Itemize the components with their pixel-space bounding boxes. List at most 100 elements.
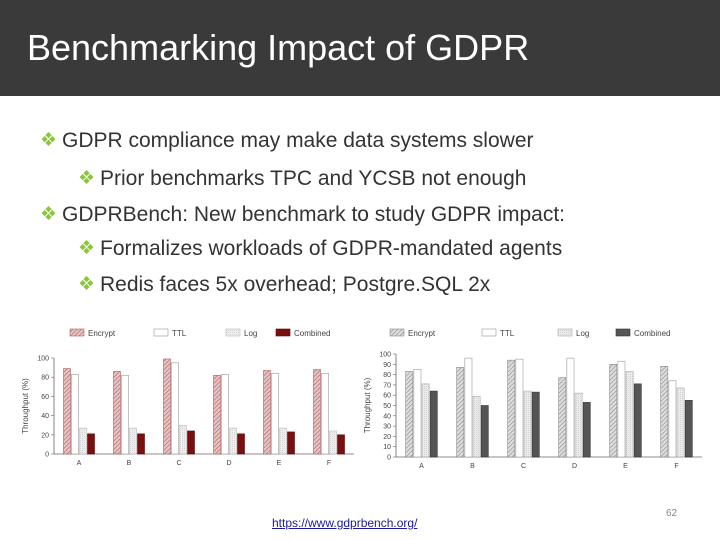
y-tick-label: 100 [379,352,391,359]
legend-label: Log [244,329,257,338]
bar-combined [429,390,438,458]
y-tick-label: 100 [37,356,49,363]
y-tick-label: 40 [383,413,391,420]
diamond-bullet-icon: ❖ [39,130,58,151]
bar-log [279,427,287,455]
postgres-throughput-chart: Encrypt TTL Log Combined 0 10 20 30 40 50 60 70 80 90… [363,328,702,470]
x-tick-label: D [572,463,577,470]
bar-combined [237,433,245,455]
y-tick-label: 60 [383,393,391,400]
y-tick-label: 0 [45,452,49,459]
y-tick-label: 40 [41,413,49,420]
y-tick-label: 80 [41,375,49,382]
legend-label: TTL [500,329,515,338]
y-tick-label: 80 [383,372,391,379]
bar-combined [582,402,591,458]
x-tick-label: F [674,463,678,470]
bar-encrypt [456,367,465,458]
legend-swatch [69,328,85,337]
y-tick-label: 0 [387,455,391,462]
y-tick-label: 30 [383,424,391,431]
x-tick-label: C [176,460,181,467]
bar-encrypt [558,377,567,458]
bar-ttl [221,374,229,455]
legend-label: TTL [172,329,187,338]
bar-ttl [566,357,575,458]
diamond-bullet-icon: ❖ [77,168,96,189]
x-tick-label: B [127,460,132,467]
bar-ttl [464,357,473,458]
x-tick-label: F [327,460,331,467]
diamond-bullet-icon: ❖ [39,204,58,225]
bar-log [676,387,685,458]
bar-ttl [413,369,422,458]
bar-ttl [668,380,677,458]
page-number: 62 [666,508,678,519]
bar-combined [137,433,145,455]
legend-swatch [615,328,631,337]
legend-swatch [153,328,169,337]
bar-combined [87,433,95,455]
x-tick-label: D [226,460,231,467]
bar-combined [531,391,540,458]
bar-encrypt [507,359,516,458]
x-tick-label: B [470,463,475,470]
bar-ttl [71,374,79,455]
y-tick-label: 90 [383,362,391,369]
y-tick-label: 60 [41,394,49,401]
slide-title: Benchmarking Impact of GDPR [27,27,530,68]
bar-encrypt [609,363,618,458]
x-tick-label: E [623,463,628,470]
chart-legend: Encrypt TTL Log Combined [69,328,330,338]
bar-log [523,390,532,458]
bar-ttl [321,373,329,455]
y-tick-label: 20 [41,432,49,439]
bar-log [129,427,137,455]
legend-swatch [481,328,497,337]
gdprbench-link[interactable]: https://www.gdprbench.org/ [272,516,418,530]
bar-log [179,424,187,455]
bar-encrypt [263,370,271,455]
bullet-item: ❖ Formalizes workloads of GDPR-mandated … [76,236,562,262]
bar-ttl [121,374,129,455]
bar-encrypt [660,366,669,458]
title-bar: Benchmarking Impact of GDPR [0,0,720,96]
bullet-text: Prior benchmarks TPC and YCSB not enough [100,167,527,190]
bar-ttl [515,358,524,458]
bar-combined [633,383,642,458]
chart-legend: Encrypt TTL Log Combined [389,328,670,338]
legend-swatch [225,328,241,337]
bar-ttl [171,362,179,455]
bar-log [421,383,430,458]
y-tick-label: 50 [383,403,391,410]
bar-combined [684,400,693,458]
bullet-item: ❖ GDPR compliance may make data systems … [38,128,534,154]
x-tick-label: A [77,460,82,467]
bar-log [574,392,583,458]
legend-label: Encrypt [408,329,436,338]
bar-combined [287,431,295,455]
legend-label: Encrypt [88,329,116,338]
bar-log [329,430,337,455]
y-tick-label: 20 [383,434,391,441]
bullet-item: ❖ GDPRBench: New benchmark to study GDPR… [38,202,565,228]
bar-encrypt [405,371,414,458]
bullet-text: GDPR compliance may make data systems sl… [62,129,534,152]
x-tick-label: A [419,463,424,470]
y-tick-label: 70 [383,382,391,389]
y-axis-label: Throughput (%) [21,378,30,434]
x-tick-label: E [277,460,282,467]
bar-encrypt [63,368,71,455]
bullet-text: Redis faces 5x overhead; Postgre.SQL 2x [100,273,491,296]
bar-encrypt [313,369,321,455]
bar-log [472,395,481,458]
legend-label: Log [576,329,589,338]
diamond-bullet-icon: ❖ [77,238,96,259]
redis-throughput-chart: Encrypt TTL Log Combined 0 20 40 60 80 100 Through… [21,328,354,467]
legend-swatch [557,328,573,337]
legend-label: Combined [294,329,330,338]
bullet-text: Formalizes workloads of GDPR-mandated ag… [100,237,563,260]
bar-log [625,371,634,458]
y-tick-label: 10 [383,444,391,451]
bar-combined [187,430,195,455]
